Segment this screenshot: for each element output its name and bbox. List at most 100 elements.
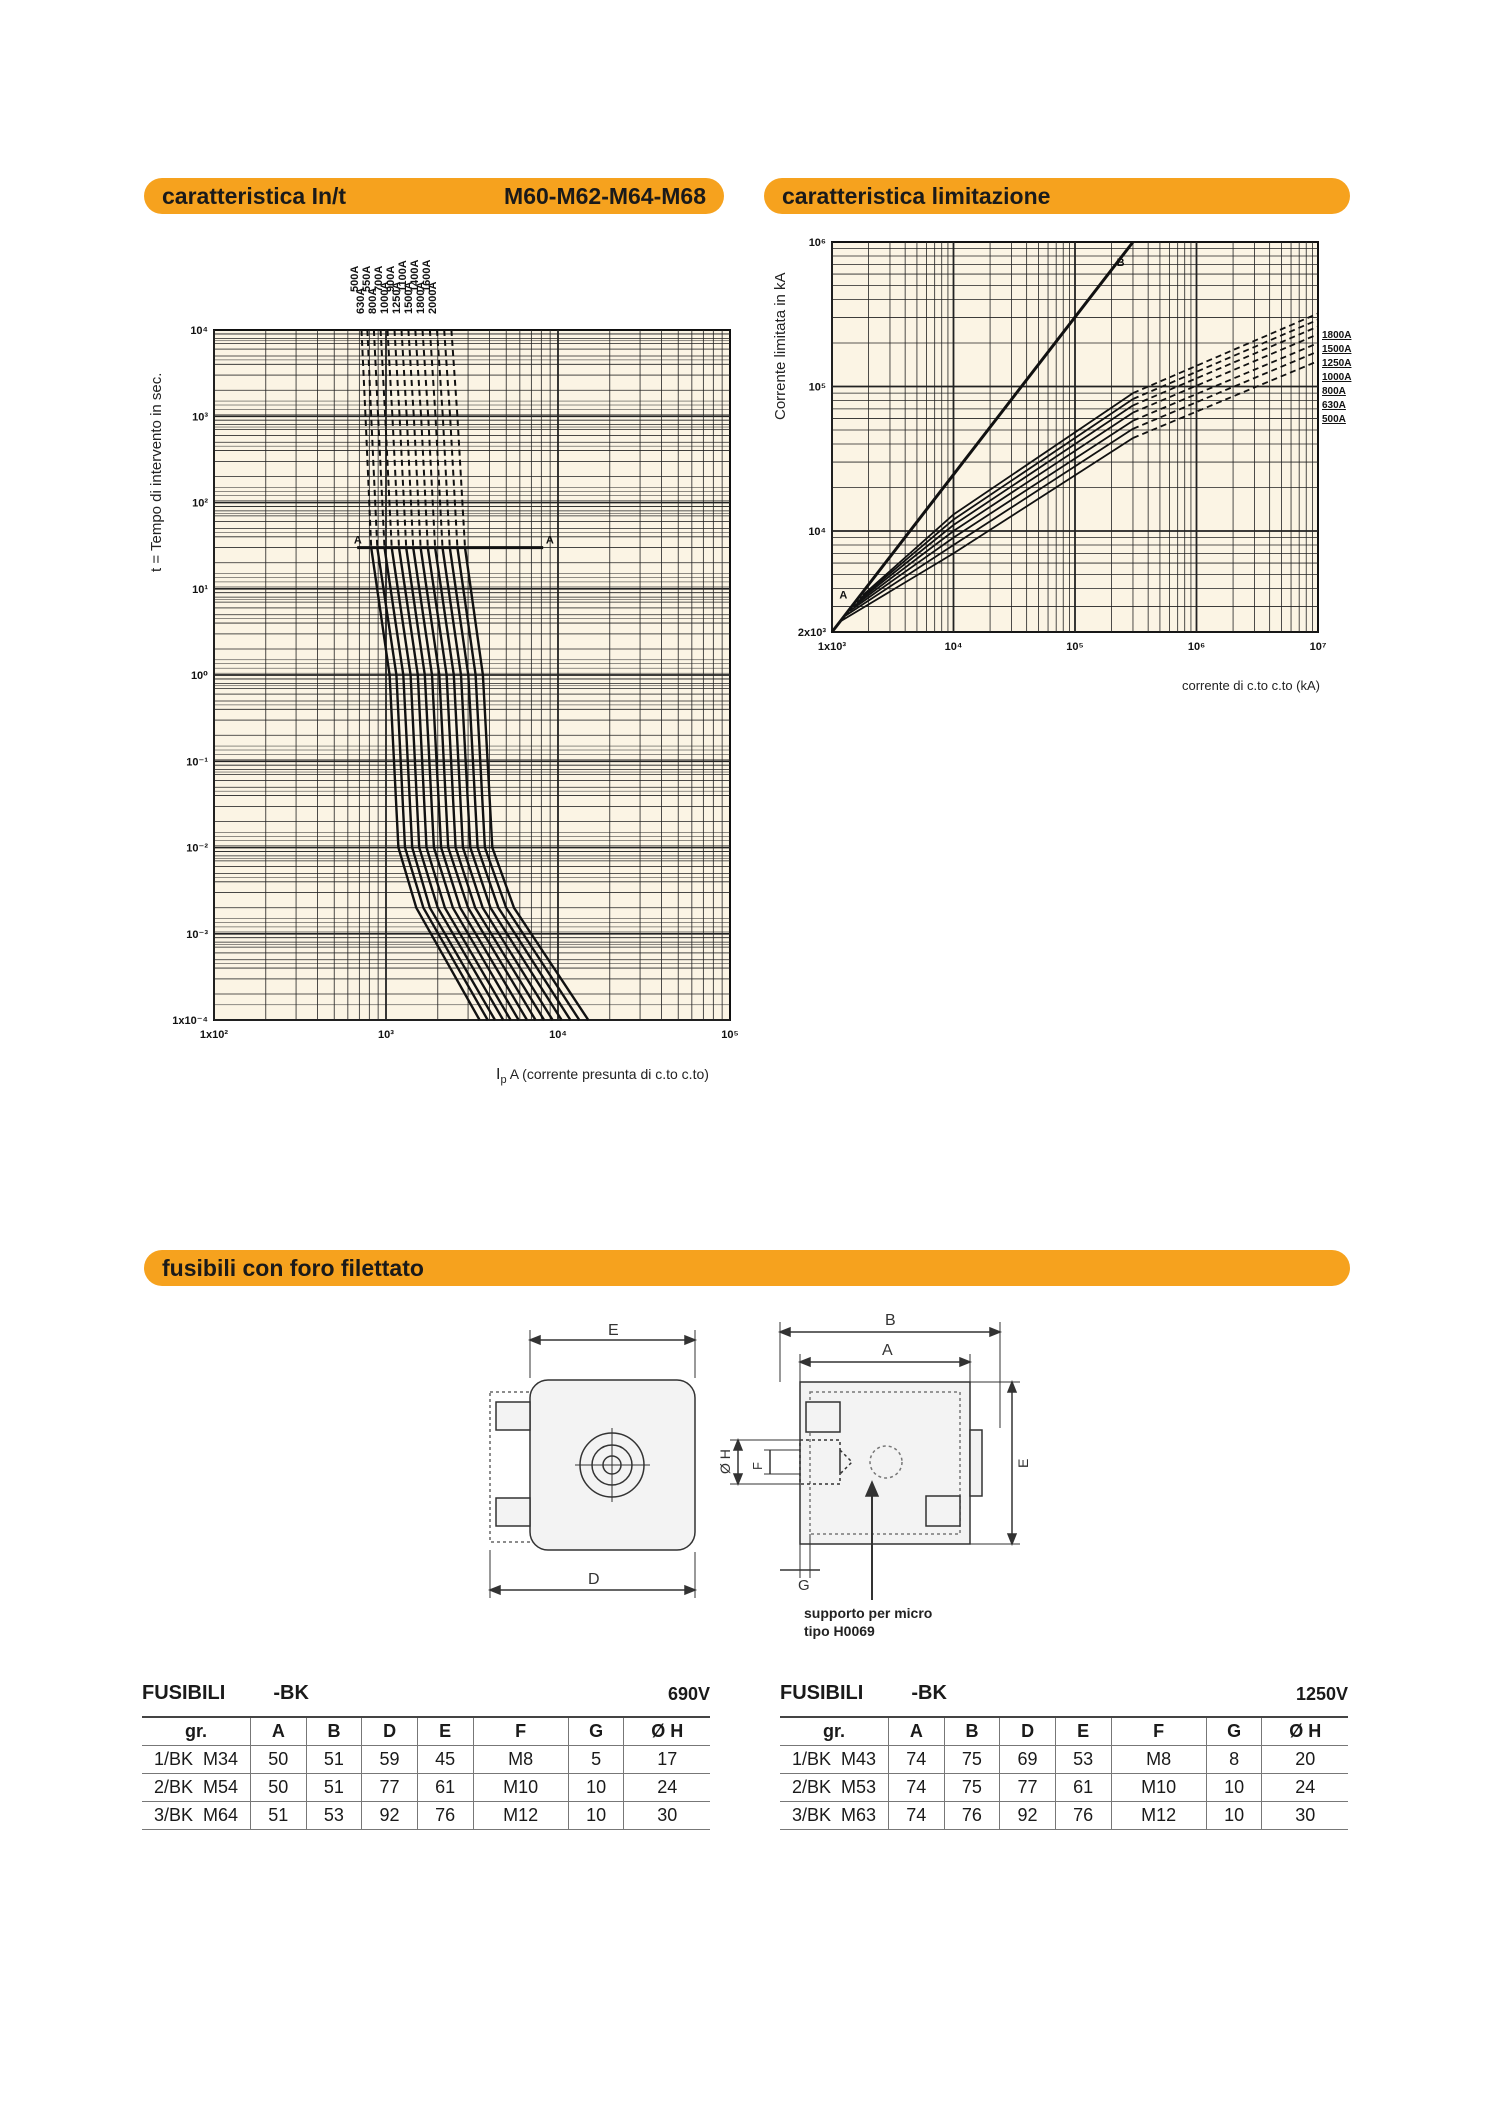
x-tick-label: 1x10² bbox=[200, 1029, 228, 1041]
curve-dashed bbox=[421, 329, 437, 548]
table-cell: 61 bbox=[416, 1773, 474, 1802]
table-header-row: gr. A B D E F G Ø H bbox=[142, 1716, 710, 1746]
table-cell: 76 bbox=[943, 1801, 1001, 1830]
curve-solid bbox=[370, 547, 481, 1021]
curve-solid bbox=[412, 547, 529, 1021]
annotation-label: A bbox=[546, 535, 554, 547]
series-label: 2000A bbox=[427, 282, 439, 314]
line-label: B bbox=[1117, 257, 1125, 269]
table-cell: 51 bbox=[250, 1801, 307, 1830]
series-label: 500A bbox=[349, 266, 361, 292]
series-label: 1250A bbox=[391, 282, 403, 314]
curve-dashed bbox=[386, 329, 400, 548]
fuse-drawing: E D B bbox=[487, 1312, 1031, 1639]
table-cell: 1/BK M43 bbox=[780, 1745, 889, 1774]
series-solid bbox=[852, 411, 1134, 608]
table-cell: 53 bbox=[1054, 1745, 1112, 1774]
x-axis-subscript: p bbox=[500, 1073, 507, 1086]
x-tick-label: 10⁵ bbox=[1066, 641, 1083, 653]
series-solid bbox=[849, 419, 1134, 612]
column-header: E bbox=[1054, 1716, 1112, 1746]
series-dashed bbox=[1132, 342, 1319, 422]
table-cell: 8 bbox=[1205, 1745, 1263, 1774]
series-label: 630A bbox=[355, 288, 367, 314]
table-cell: M12 bbox=[1110, 1801, 1207, 1830]
table-cell: M12 bbox=[472, 1801, 569, 1830]
table-cell: 51 bbox=[305, 1773, 363, 1802]
table-cell: 30 bbox=[623, 1801, 710, 1830]
series-label: 1100A bbox=[397, 260, 409, 292]
table-cell: 75 bbox=[943, 1773, 1001, 1802]
x-tick-label: 10⁶ bbox=[1188, 641, 1205, 653]
curve-solid bbox=[376, 547, 489, 1021]
curve-solid bbox=[463, 547, 590, 1021]
curve-solid bbox=[390, 547, 505, 1021]
series-label: 900A bbox=[385, 266, 397, 292]
table-cell: 10 bbox=[1205, 1801, 1263, 1830]
line-label: A bbox=[839, 590, 847, 602]
table-cell: 1/BK M34 bbox=[142, 1745, 251, 1774]
curve-dashed bbox=[443, 329, 459, 548]
curve-dashed bbox=[379, 329, 393, 548]
table-2-header: FUSIBILI -BK 1250V bbox=[780, 1682, 1348, 1705]
x-tick-label: 10⁷ bbox=[1310, 641, 1327, 653]
chart-in-t-svg: 1x10² 10³ 10⁴ 10⁵ 10⁴ 10³ 10² 10¹ 10⁰ 10⁻¹ 10⁻² 10⁻… bbox=[172, 260, 738, 1041]
series-label: 1400A bbox=[409, 260, 421, 292]
column-header: G bbox=[1205, 1716, 1263, 1746]
curve-dashed bbox=[393, 329, 408, 548]
series-label: 500A bbox=[1322, 414, 1346, 425]
section-models: M60-M62-M64-M68 bbox=[504, 182, 706, 209]
table-cell: 45 bbox=[416, 1745, 474, 1774]
table-cell: 30 bbox=[1261, 1801, 1348, 1830]
curve-solid bbox=[426, 547, 546, 1021]
table-cell: 53 bbox=[305, 1801, 363, 1830]
series-solid bbox=[859, 398, 1134, 600]
series-label: 1600A bbox=[421, 260, 433, 292]
curve-dashed bbox=[366, 329, 379, 548]
y-tick-label: 10⁻¹ bbox=[186, 756, 208, 768]
series-solid bbox=[862, 392, 1134, 596]
table-cell: 10 bbox=[567, 1773, 625, 1802]
x-axis-label-2: corrente di c.to c.to (kA) bbox=[1182, 678, 1320, 693]
table-title: FUSIBILI bbox=[142, 1682, 226, 1704]
column-header: B bbox=[943, 1716, 1001, 1746]
column-header: A bbox=[888, 1716, 945, 1746]
section-title: caratteristica In/t bbox=[162, 182, 347, 209]
y-tick-label: 10⁶ bbox=[809, 237, 826, 249]
y-tick-label: 10⁰ bbox=[191, 670, 208, 682]
series-dashed bbox=[1132, 318, 1319, 400]
dim-b-top: B bbox=[885, 1312, 896, 1329]
column-header: D bbox=[999, 1716, 1056, 1746]
y-tick-label: 10⁵ bbox=[809, 381, 826, 393]
spec-table-1250v: gr. A B D E F G Ø H 1/BK M43 74 75 69 53 M8 8 20 2/BK M… bbox=[780, 1716, 1348, 1830]
table-cell: 76 bbox=[1054, 1801, 1112, 1830]
note-line-2: tipo H0069 bbox=[804, 1623, 875, 1639]
column-header: gr. bbox=[780, 1716, 889, 1746]
series-label: 800A bbox=[367, 288, 379, 314]
y-tick-label: 10⁻² bbox=[186, 843, 208, 855]
table-cell: M10 bbox=[472, 1773, 569, 1802]
section-title: caratteristica limitazione bbox=[782, 182, 1051, 209]
series-label: 1500A bbox=[403, 282, 415, 314]
x-axis-label: Ip A (corrente presunta di c.to c.to) bbox=[496, 1066, 709, 1086]
table-cell: 5 bbox=[567, 1745, 625, 1774]
y-tick-label: 10⁴ bbox=[808, 526, 826, 538]
table-cell: M8 bbox=[472, 1745, 569, 1774]
series-label: 800A bbox=[1322, 386, 1346, 397]
table-row: 1/BK M43 74 75 69 53 M8 8 20 bbox=[780, 1745, 1348, 1774]
section-bar-fusibili: fusibili con foro filettato bbox=[144, 1250, 1350, 1286]
table-header-row: gr. A B D E F G Ø H bbox=[780, 1716, 1348, 1746]
section-title: fusibili con foro filettato bbox=[162, 1254, 424, 1281]
column-header: A bbox=[250, 1716, 307, 1746]
series-solid bbox=[841, 437, 1134, 622]
series-label: 1800A bbox=[1322, 330, 1351, 341]
table-cell: M8 bbox=[1110, 1745, 1207, 1774]
table-cell: 76 bbox=[416, 1801, 474, 1830]
series-dashed bbox=[1132, 333, 1319, 414]
series-label: 700A bbox=[373, 266, 385, 292]
table-1-header: FUSIBILI -BK 690V bbox=[142, 1682, 710, 1705]
column-header: B bbox=[305, 1716, 363, 1746]
dim-g: G bbox=[798, 1577, 810, 1594]
note-line-1: supporto per micro bbox=[804, 1605, 932, 1621]
table-row: 3/BK M63 74 76 92 76 M12 10 30 bbox=[780, 1801, 1348, 1830]
